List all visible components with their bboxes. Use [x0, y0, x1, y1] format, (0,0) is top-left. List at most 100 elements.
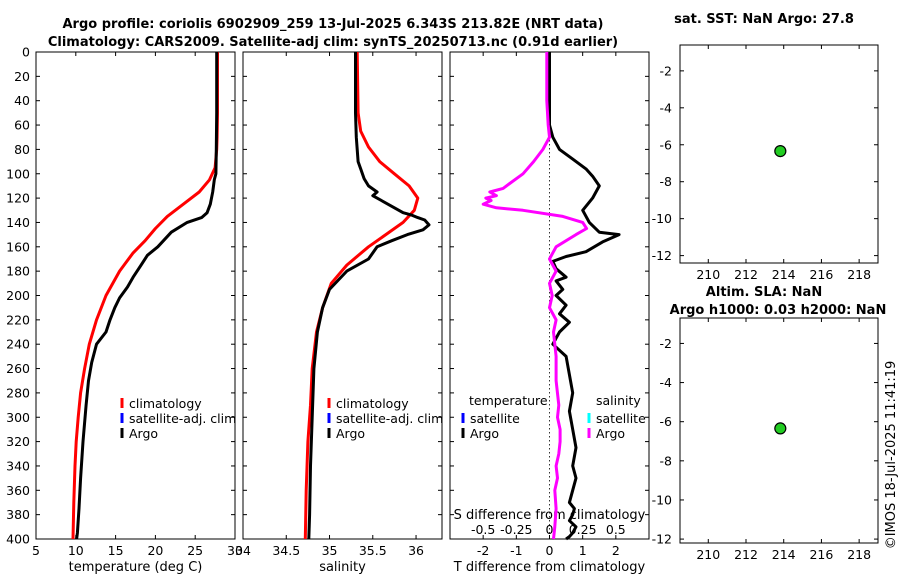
- xtick-label: 214: [772, 267, 796, 282]
- xtick-label: 36: [408, 543, 424, 558]
- title-line-1: Argo profile: coriolis 6902909_259 13-Ju…: [63, 17, 604, 32]
- ytick-label: 320: [6, 434, 30, 449]
- stick-label: -0.5: [471, 522, 495, 537]
- xtick-label: 15: [108, 543, 124, 558]
- ytick-label: 240: [6, 337, 30, 352]
- ytick-label: 20: [14, 69, 30, 84]
- xtick-label: 34: [235, 543, 251, 558]
- salinity-axes: 34 34.5 35 35.5 36 salinity climatologysatelli…: [235, 51, 443, 575]
- ytick-label: -8: [660, 453, 673, 468]
- legend-label: satellite-adj. clim: [129, 411, 236, 426]
- legend-label: Argo: [336, 426, 365, 441]
- sst_map-axes: -2 -4 -6 -8 -10 -12 210 212 214 216 218: [652, 44, 879, 282]
- ytick-label: -6: [660, 414, 673, 429]
- legend-label: climatology: [129, 396, 202, 411]
- salinity-series-climatology: [303, 51, 420, 540]
- ytick-label: 380: [6, 507, 30, 522]
- ytick-label: -12: [652, 532, 672, 547]
- ytick-label: 40: [14, 93, 30, 108]
- sst_map-float-marker: [774, 144, 787, 158]
- difference-axes: -2 -1 0 1 2-0.5 -0.25 0 0.25 0.5S difference fro…: [449, 51, 650, 575]
- ytick-label: -4: [660, 375, 673, 390]
- ytick-label: -12: [652, 248, 672, 263]
- xtick-label: 35.5: [359, 543, 387, 558]
- ytick-label: -2: [660, 63, 672, 78]
- ytick-label: -8: [660, 174, 673, 189]
- xtick-label: 216: [809, 547, 833, 562]
- xtick-label: 34.5: [272, 543, 300, 558]
- legend-label: climatology: [336, 396, 409, 411]
- xtick-label: 212: [734, 547, 758, 562]
- xtick-label: 1: [579, 543, 587, 558]
- xtick-label: 2: [612, 543, 620, 558]
- ytick-label: 400: [6, 532, 30, 547]
- sla_map-axes: -2 -4 -6 -8 -10 -12 210 212 214 216 218: [652, 317, 879, 562]
- stick-label: 0.5: [606, 522, 626, 537]
- temperature-xlabel: temperature (deg C): [69, 560, 203, 575]
- ytick-label: 180: [6, 264, 30, 279]
- salinity-series-Argo: [307, 52, 431, 540]
- legend-label: satellite: [470, 411, 520, 426]
- xtick-label: 210: [696, 547, 720, 562]
- xtick-label: 5: [32, 543, 40, 558]
- temperature-frame: [35, 51, 236, 540]
- legend-label: satellite-adj. clim: [336, 411, 443, 426]
- legend-label: Argo: [596, 426, 625, 441]
- ytick-label: 280: [6, 385, 30, 400]
- legend-label: Argo: [129, 426, 158, 441]
- ytick-label: 140: [6, 215, 30, 230]
- temperature-series-Argo: [75, 52, 219, 540]
- legend-title-salinity: salinity: [596, 393, 641, 408]
- salinity-xlabel: salinity: [319, 560, 366, 575]
- sla-title-2: Argo h1000: 0.03 h2000: NaN: [670, 303, 887, 318]
- xtick-label: 210: [696, 267, 720, 282]
- difference-series-t-argo: [548, 52, 621, 541]
- xtick-label: 218: [847, 267, 871, 282]
- legend-label: Argo: [470, 426, 499, 441]
- ytick-label: 260: [6, 361, 30, 376]
- sla_map-float-marker: [774, 422, 787, 435]
- xtick-label: 212: [734, 267, 758, 282]
- xtick-label: -2: [477, 543, 489, 558]
- ytick-label: 200: [6, 288, 30, 303]
- stick-label: -0.25: [500, 522, 532, 537]
- xtick-label: 35: [322, 543, 338, 558]
- xtick-label: 216: [809, 267, 833, 282]
- difference-xlabel: T difference from climatology: [453, 560, 646, 575]
- xtick-label: 0: [546, 543, 554, 558]
- ytick-label: -10: [652, 492, 672, 507]
- ytick-label: 160: [6, 239, 30, 254]
- difference-series-s-argo: [481, 52, 589, 540]
- ytick-label: -10: [652, 211, 672, 226]
- ytick-label: 120: [6, 191, 30, 206]
- ytick-label: 100: [6, 166, 30, 181]
- legend-title-temperature: temperature: [469, 393, 548, 408]
- ytick-label: 80: [14, 142, 30, 157]
- ytick-label: 340: [6, 458, 30, 473]
- imos-watermark: ©IMOS 18-Jul-2025 11:41:19: [884, 361, 899, 550]
- xtick-label: 30: [227, 543, 243, 558]
- xtick-label: 214: [772, 547, 796, 562]
- xtick-label: 25: [187, 543, 203, 558]
- ytick-label: -6: [660, 137, 673, 152]
- temperature-axes: 0 20 40 60 80 100 120 140 160 180 200 220 240 260 280 3…: [6, 45, 243, 576]
- sla_map-frame: [679, 317, 879, 544]
- sst_map-frame: [679, 44, 879, 264]
- legend-label: satellite: [596, 411, 646, 426]
- ytick-label: -4: [660, 100, 673, 115]
- sla-title-1: Altim. SLA: NaN: [706, 285, 822, 300]
- ytick-label: -2: [660, 336, 672, 351]
- temperature-series-climatology: [71, 52, 219, 540]
- xtick-label: 10: [68, 543, 84, 558]
- xtick-label: 20: [147, 543, 163, 558]
- xtick-label: -1: [510, 543, 522, 558]
- salinity-frame: [242, 51, 443, 540]
- difference-top-label: S difference from climatology: [454, 508, 646, 523]
- title-line-2: Climatology: CARS2009. Satellite-adj cli…: [48, 35, 618, 50]
- ytick-label: 220: [6, 312, 30, 327]
- ytick-label: 60: [14, 118, 30, 133]
- ytick-label: 0: [22, 45, 30, 60]
- sst-title: sat. SST: NaN Argo: 27.8: [674, 12, 854, 27]
- ytick-label: 300: [6, 410, 30, 425]
